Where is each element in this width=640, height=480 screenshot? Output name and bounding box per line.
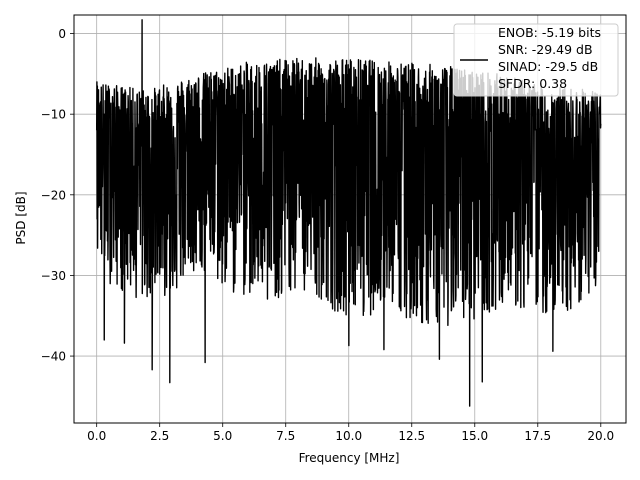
x-tick-label: 15.0 bbox=[461, 429, 488, 443]
x-tick-label: 10.0 bbox=[335, 429, 362, 443]
x-axis-ticks: 0.0 2.5 5.0 7.5 10.0 12.5 15.0 17.5 20.0 bbox=[87, 423, 614, 443]
x-tick-label: 17.5 bbox=[524, 429, 551, 443]
y-axis-ticks: 0 −10 −20 −30 −40 bbox=[41, 27, 74, 364]
y-tick-label: 0 bbox=[58, 27, 66, 41]
x-axis-label: Frequency [MHz] bbox=[299, 451, 400, 465]
y-tick-label: −30 bbox=[41, 269, 66, 283]
x-tick-label: 5.0 bbox=[213, 429, 232, 443]
x-tick-label: 0.0 bbox=[87, 429, 106, 443]
y-axis-label: PSD [dB] bbox=[14, 191, 28, 244]
y-tick-label: −20 bbox=[41, 188, 66, 202]
legend: ENOB: -5.19 bits SNR: -29.49 dB SINAD: -… bbox=[453, 23, 619, 97]
legend-sinad: SINAD: -29.5 dB bbox=[498, 59, 598, 74]
legend-box bbox=[453, 23, 619, 97]
x-tick-label: 20.0 bbox=[587, 429, 614, 443]
plot-frame bbox=[73, 14, 627, 424]
y-tick-label: −40 bbox=[41, 350, 66, 364]
x-tick-label: 7.5 bbox=[276, 429, 295, 443]
legend-snr: SNR: -29.49 dB bbox=[498, 42, 593, 57]
legend-enob: ENOB: -5.19 bits bbox=[498, 25, 601, 40]
y-tick-label: −10 bbox=[41, 108, 66, 122]
x-tick-label: 12.5 bbox=[398, 429, 425, 443]
legend-sfdr: SFDR: 0.38 bbox=[498, 76, 567, 91]
x-tick-label: 2.5 bbox=[150, 429, 169, 443]
